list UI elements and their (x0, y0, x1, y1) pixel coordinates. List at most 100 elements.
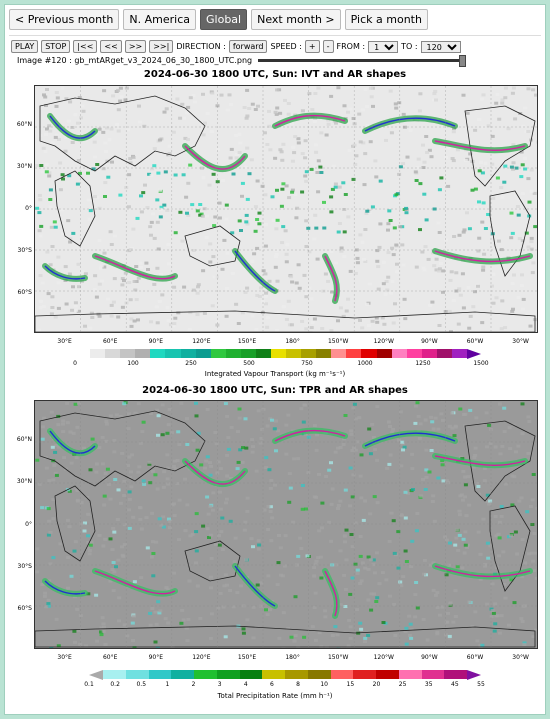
to-label: TO : (401, 42, 418, 51)
lat-label: 30°S (17, 247, 32, 255)
lon-label: 30°E (57, 654, 72, 661)
colorbar-tick: 20 (372, 681, 381, 688)
lat-label: 60°S (17, 605, 32, 613)
colorbar-tick: 1000 (357, 360, 373, 367)
tpr-colorbar (75, 670, 495, 680)
colorbar-tick: 0 (73, 360, 77, 367)
lat-label: 0° (25, 520, 32, 528)
colorbar-swatch (436, 349, 452, 358)
speed-plus-button[interactable]: + (304, 40, 320, 53)
page-frame: < Previous month N. America Global Next … (4, 4, 546, 715)
step-forward-button[interactable]: >> (124, 40, 147, 53)
colorbar-swatch (239, 670, 263, 679)
next-month-button[interactable]: Next month > (251, 9, 341, 30)
direction-button[interactable]: forward (228, 40, 268, 53)
colorbar-swatch (301, 349, 317, 358)
lon-label: 90°W (421, 654, 438, 661)
colorbar-swatch (165, 349, 181, 358)
colorbar-swatch (135, 349, 151, 358)
colorbar-swatch (307, 670, 331, 679)
colorbar-swatch (421, 670, 445, 679)
first-frame-button[interactable]: |<< (73, 40, 98, 53)
colorbar-min-arrow (75, 670, 103, 680)
panel-title-tpr: 2024-06-30 1800 UTC, Sun: TPR and AR sha… (142, 385, 408, 396)
colorbar-swatch (398, 670, 422, 679)
colorbar-swatch (262, 670, 285, 679)
colorbar-swatch (180, 349, 196, 358)
lon-label: 60°W (466, 338, 484, 345)
colorbar-swatch (286, 349, 302, 358)
colorbar-tick: 250 (185, 360, 197, 367)
colorbar-swatch (255, 349, 272, 358)
colorbar-tick: 6 (270, 681, 274, 688)
lon-label: 30°W (512, 654, 529, 661)
colorbar-swatch (240, 349, 256, 358)
animation-controls: PLAY STOP |<< << >> >>| DIRECTION : forw… (11, 40, 461, 53)
colorbar-tick: 8 (296, 681, 300, 688)
to-select[interactable]: 120 (420, 40, 461, 53)
stop-button[interactable]: STOP (41, 40, 71, 53)
last-frame-button[interactable]: >>| (149, 40, 174, 53)
colorbar-tick: 0.1 (84, 681, 94, 688)
colorbar-swatch (90, 349, 106, 358)
colorbar-tick: 500 (243, 360, 255, 367)
lon-label: 120°E (192, 654, 211, 661)
colorbar-tick: 45 (451, 681, 459, 688)
colorbar-tick: 55 (477, 681, 485, 688)
lon-label: 150°E (237, 654, 257, 661)
lat-label: 0° (25, 205, 32, 212)
colorbar-swatch (75, 349, 91, 358)
colorbar-swatch (421, 349, 437, 358)
colorbar-swatch (406, 349, 422, 358)
colorbar-swatch (353, 670, 376, 679)
colorbar-swatch (194, 670, 217, 679)
colorbar-swatch (331, 349, 347, 358)
lon-label: 30°W (512, 338, 529, 345)
from-select[interactable]: 1 (368, 40, 399, 53)
colorbar-swatch (216, 670, 240, 679)
colorbar-tick: 15 (346, 681, 355, 688)
lon-label: 120°W (373, 654, 394, 661)
previous-month-button[interactable]: < Previous month (9, 9, 120, 30)
ivt-colorbar (75, 349, 495, 359)
colorbar-tick: 10 (320, 681, 329, 688)
speed-minus-button[interactable]: - (322, 40, 334, 53)
month-nav: < Previous month N. America Global Next … (9, 9, 428, 30)
speed-label: SPEED : (270, 42, 302, 51)
colorbar-tick: 4 (243, 681, 248, 688)
colorbar-swatch (285, 670, 308, 679)
lat-label: 30°N (16, 162, 32, 170)
play-button[interactable]: PLAY (11, 40, 39, 53)
colorbar-swatch (361, 349, 377, 358)
lon-label: 90°E (148, 338, 164, 345)
colorbar-swatch (391, 349, 407, 358)
colorbar-tick: 2 (191, 681, 196, 688)
colorbar-swatch (316, 349, 332, 358)
colorbar-max-arrow (467, 670, 495, 680)
lat-label: 60°N (16, 120, 32, 128)
tpr-map-canvas (35, 401, 537, 648)
colorbar-tick: 1 (165, 681, 170, 688)
colorbar-swatch (330, 670, 354, 679)
lon-label: 90°E (148, 654, 164, 661)
lon-label: 180° (285, 654, 300, 661)
lon-label: 30°E (57, 338, 72, 345)
lat-label: 30°S (17, 562, 32, 570)
frame-slider[interactable] (258, 55, 466, 67)
colorbar-swatch (346, 349, 362, 358)
ivt-colorbar-label: Integrated Vapour Transport (kg m⁻¹s⁻¹) (204, 370, 346, 378)
colorbar-swatch (120, 349, 136, 358)
lon-label: 150°W (327, 338, 349, 345)
colorbar-swatch (444, 670, 467, 679)
north-america-button[interactable]: N. America (123, 9, 197, 30)
colorbar-swatch (376, 670, 399, 679)
direction-label: DIRECTION : (176, 42, 226, 51)
pick-month-button[interactable]: Pick a month (344, 9, 428, 30)
colorbar-swatch (150, 349, 166, 358)
lat-label: 30°N (16, 478, 32, 486)
global-button[interactable]: Global (200, 9, 248, 30)
colorbar-swatch (103, 670, 126, 679)
frame-slider-thumb[interactable] (459, 55, 466, 67)
colorbar-tick: 1250 (415, 360, 431, 367)
step-back-button[interactable]: << (100, 40, 122, 53)
